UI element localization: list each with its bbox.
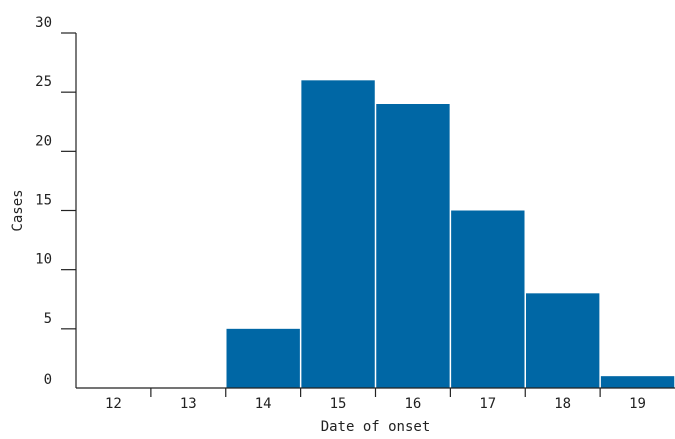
y-tick-label-20: 20: [35, 133, 52, 149]
x-tick-label-16: 16: [405, 396, 422, 412]
bar-16: [376, 104, 450, 388]
x-tick-label-17: 17: [479, 396, 496, 412]
y-tick-label-0: 0: [44, 372, 52, 388]
x-tick-label-14: 14: [255, 396, 272, 412]
x-tick-label-13: 13: [180, 396, 197, 412]
y-axis-title: Cases: [10, 189, 26, 231]
y-tick-label-10: 10: [35, 252, 52, 268]
y-tick-label-25: 25: [35, 74, 52, 90]
y-tick-label-30: 30: [35, 15, 52, 31]
bar-17: [451, 210, 525, 388]
y-tick-label-15: 15: [35, 193, 52, 209]
x-tick-label-18: 18: [554, 396, 571, 412]
bar-18: [526, 293, 600, 388]
x-tick-label-19: 19: [629, 396, 646, 412]
bar-19: [600, 376, 675, 388]
bar-14: [226, 328, 300, 388]
y-tick-label-5: 5: [44, 311, 52, 327]
y-ticks: 0 5 10 15 20 25 30: [35, 15, 76, 388]
bar-15: [301, 80, 375, 388]
bars-layer: [226, 80, 675, 388]
x-tick-label-15: 15: [330, 396, 347, 412]
x-ticks: 12 13 14 15 16 17 18 19: [105, 388, 646, 412]
x-axis-title: Date of onset: [321, 419, 431, 435]
x-tick-label-12: 12: [105, 396, 122, 412]
